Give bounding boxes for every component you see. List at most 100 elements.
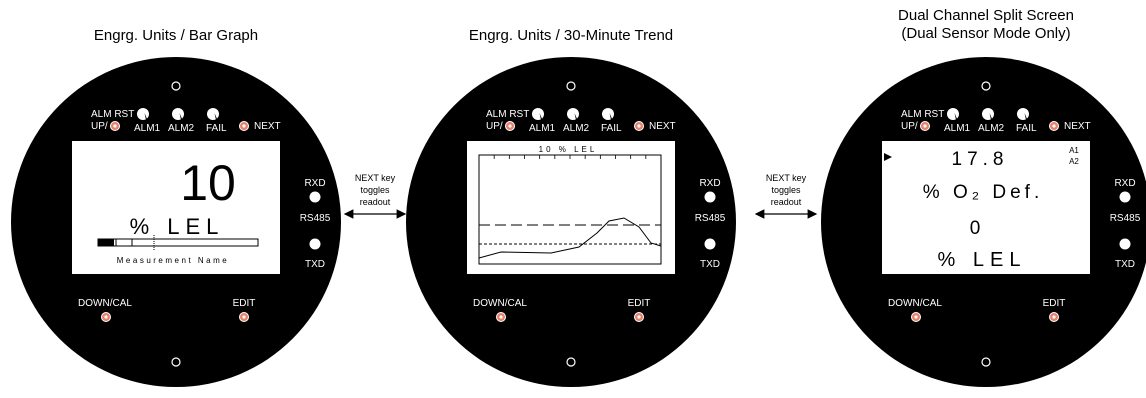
txd-label: TXD (1115, 259, 1135, 270)
connector-label-line3: readout (771, 197, 802, 207)
panel-title-line2: (Dual Sensor Mode Only) (901, 25, 1070, 42)
channel2-value: 0 (970, 218, 981, 239)
next-label: NEXT (649, 121, 676, 132)
alm1-led (947, 108, 959, 120)
channel1-tag: A1 (1069, 146, 1079, 155)
alm2-label: ALM2 (978, 123, 1005, 134)
rxd-label: RXD (699, 178, 720, 189)
alm1-led-mark (539, 113, 543, 120)
up-label: UP/ (901, 121, 918, 132)
lcd-screen (72, 141, 280, 274)
screw-bottom (171, 357, 181, 367)
alm2-led-mark (989, 113, 993, 120)
edit-button-center (637, 315, 641, 319)
connector-label-line1: NEXT key (355, 173, 396, 183)
fail-led-mark (1024, 113, 1028, 120)
trend-line (478, 217, 662, 259)
screw-top (171, 81, 181, 91)
next-label: NEXT (1064, 121, 1091, 132)
reading-value: 10 (180, 155, 236, 211)
fail-led (602, 108, 614, 120)
channel2-tag: A2 (1069, 157, 1079, 166)
alm2-led (982, 108, 994, 120)
down-cal-label: DOWN/CAL (888, 298, 942, 309)
connector-label-line2: toggles (771, 185, 801, 195)
screw-bottom (981, 357, 991, 367)
bar-graph-track (97, 238, 259, 247)
alm2-label: ALM2 (563, 123, 590, 134)
rxd-label: RXD (1114, 178, 1135, 189)
alm-rst-label: ALM RST (486, 109, 529, 120)
measurement-name-label: Measurement Name (117, 256, 229, 265)
fail-label: FAIL (1016, 123, 1037, 134)
alm1-label: ALM1 (134, 123, 161, 134)
next-button-center (1052, 124, 1056, 128)
up-label: UP/ (91, 121, 108, 132)
alm2-led (172, 108, 184, 120)
edit-label: EDIT (1043, 298, 1066, 309)
rs485-label: RS485 (695, 213, 726, 224)
fail-led (1017, 108, 1029, 120)
up-alm-rst-button-center (508, 124, 512, 128)
panel-trend: Engrg. Units / 30-Minute Trend ALM RSTUP… (406, 27, 736, 387)
screw-bottom (566, 357, 576, 367)
panel-title: Engrg. Units / Bar Graph (94, 27, 258, 44)
rs485-label: RS485 (1110, 213, 1141, 224)
next-button-center (637, 124, 641, 128)
alm-rst-label: ALM RST (901, 109, 944, 120)
rxd-led (1119, 191, 1131, 203)
alm2-led-mark (179, 113, 183, 120)
channel-pointer-icon (884, 153, 892, 161)
down-cal-button-center (104, 315, 108, 319)
txd-led (309, 238, 321, 250)
fail-label: FAIL (206, 123, 227, 134)
up-alm-rst-button-center (113, 124, 117, 128)
edit-button-center (242, 315, 246, 319)
channel2-unit: % LEL (938, 249, 1027, 271)
up-alm-rst-button-center (923, 124, 927, 128)
down-cal-label: DOWN/CAL (473, 298, 527, 309)
alm1-led-mark (954, 113, 958, 120)
rxd-led (704, 191, 716, 203)
rxd-led (309, 191, 321, 203)
fail-led (207, 108, 219, 120)
alm1-label: ALM1 (944, 123, 971, 134)
next-label: NEXT (254, 121, 281, 132)
rxd-label: RXD (304, 178, 325, 189)
fail-label: FAIL (601, 123, 622, 134)
connector-next-2: NEXT key toggles readout (754, 173, 818, 219)
txd-label: TXD (305, 259, 325, 270)
trend-header: 10 % LEL (539, 145, 598, 154)
edit-label: EDIT (233, 298, 256, 309)
txd-label: TXD (700, 259, 720, 270)
channel1-unit: % O₂ Def. (923, 182, 1043, 203)
alm1-label: ALM1 (529, 123, 556, 134)
alm2-led-mark (574, 113, 578, 120)
alm1-led (532, 108, 544, 120)
fail-led-mark (609, 113, 613, 120)
alm-rst-label: ALM RST (91, 109, 134, 120)
connector-label-line1: NEXT key (766, 173, 807, 183)
down-cal-label: DOWN/CAL (78, 298, 132, 309)
alm1-led (137, 108, 149, 120)
alm2-led (567, 108, 579, 120)
rs485-label: RS485 (300, 213, 331, 224)
reading-unit: % LEL (130, 214, 225, 239)
lcd-screen (882, 141, 1090, 274)
screw-top (981, 81, 991, 91)
edit-label: EDIT (628, 298, 651, 309)
down-cal-button-center (914, 315, 918, 319)
panel-title-line1: Dual Channel Split Screen (898, 7, 1074, 24)
down-cal-button-center (499, 315, 503, 319)
txd-led (1119, 238, 1131, 250)
connector-label-line3: readout (360, 197, 391, 207)
bar-graph-fill (98, 239, 114, 246)
connector-label-line2: toggles (360, 185, 390, 195)
panel-title: Engrg. Units / 30-Minute Trend (469, 27, 673, 44)
next-button-center (242, 124, 246, 128)
screw-top (566, 81, 576, 91)
channel1-value: 17.8 (952, 149, 1009, 170)
alm1-led-mark (144, 113, 148, 120)
